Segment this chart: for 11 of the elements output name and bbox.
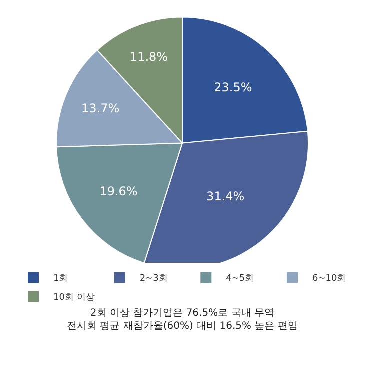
data-label: 23.5%	[214, 80, 252, 94]
legend-label: 10회 이상	[54, 293, 95, 304]
data-label: 31.4%	[206, 190, 245, 204]
data-label: 13.7%	[82, 102, 120, 116]
legend-label: 4~5회	[226, 274, 254, 284]
legend-label: 1회	[54, 274, 68, 284]
legend-label: 6~10회	[312, 274, 346, 284]
legend-label: 2~3회	[140, 274, 168, 284]
data-label: 19.6%	[100, 184, 138, 198]
text: 2회 이상 참가기업은 76.5%로 국내 무역 전시회 평균 재참가율(60%) 대비 16.5% 높은 편임	[67, 308, 298, 332]
data-label: 11.8%	[130, 50, 168, 64]
